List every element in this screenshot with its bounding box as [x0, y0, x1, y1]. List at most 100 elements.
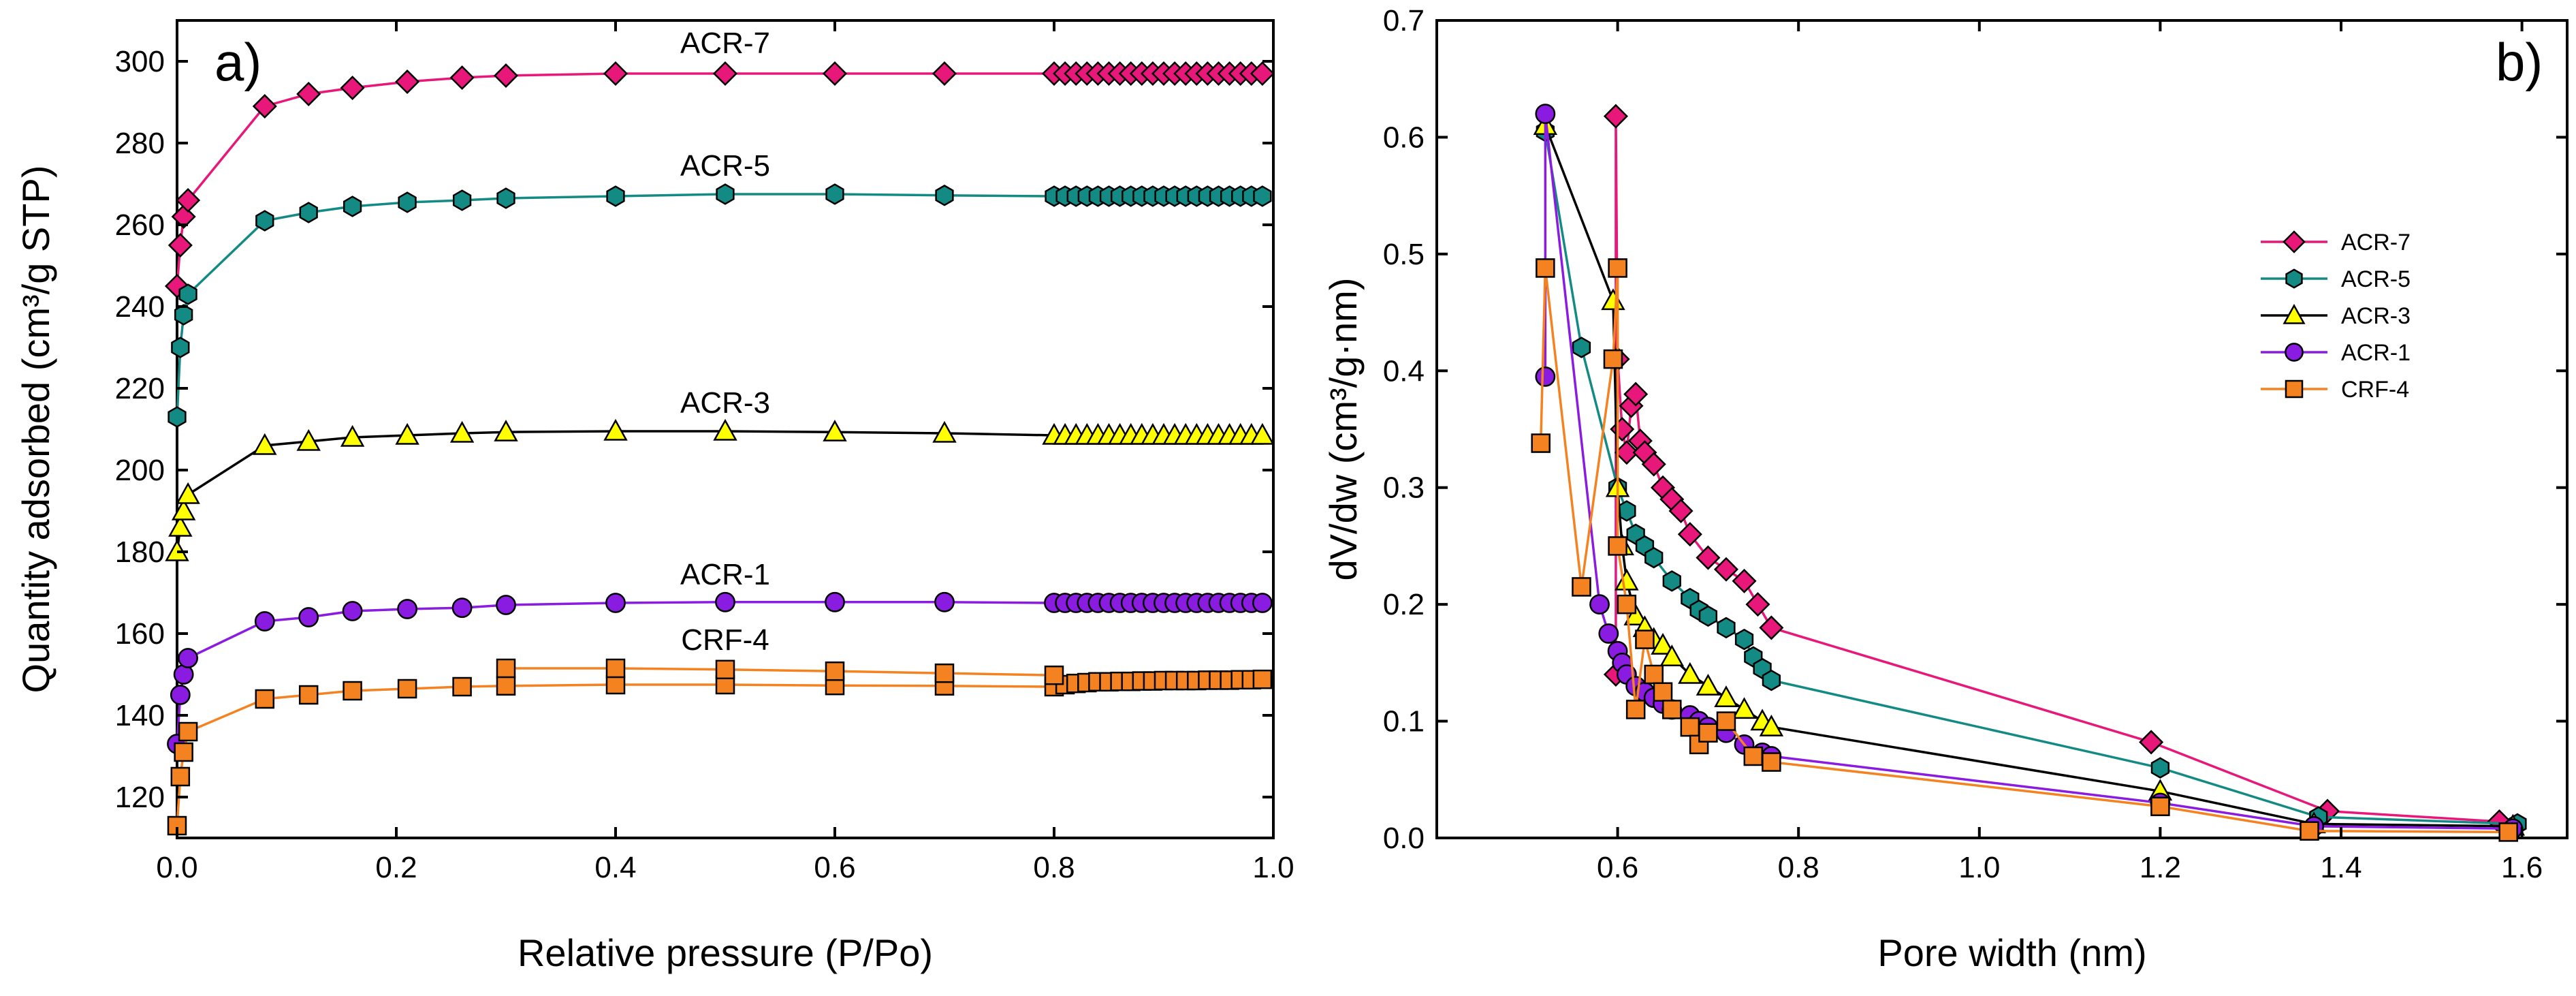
- data-point: [2498, 822, 2518, 842]
- data-point: [1252, 669, 1273, 689]
- data-point: [1598, 623, 1619, 644]
- data-point: [178, 721, 198, 742]
- data-point: [932, 61, 957, 87]
- x-tick-label: 0.8: [1778, 851, 1819, 884]
- series-acr-7: ACR-7: [164, 27, 1275, 299]
- data-point: [1653, 682, 1673, 702]
- x-tick-label: 0.0: [156, 851, 197, 884]
- panel-a-ylabel: Quantity adsorbed (cm³/g STP): [14, 166, 57, 694]
- data-point: [605, 674, 626, 695]
- data-point: [934, 663, 955, 683]
- y-tick-label: 160: [115, 617, 165, 651]
- data-point: [1668, 498, 1694, 524]
- data-point: [1601, 288, 1625, 311]
- data-point: [1603, 104, 1628, 129]
- x-tick-label: 0.2: [375, 851, 417, 884]
- data-point: [715, 591, 735, 612]
- x-tick-label: 1.0: [1958, 851, 2000, 884]
- series-line: [176, 678, 1262, 826]
- y-tick-label: 0.6: [1383, 121, 1425, 154]
- series-label: ACR-1: [680, 558, 770, 591]
- series-crf-4: [1531, 258, 2518, 842]
- data-point: [174, 742, 193, 762]
- series-acr-5: ACR-5: [168, 149, 1272, 428]
- data-point: [1677, 522, 1702, 547]
- data-point: [255, 210, 274, 232]
- data-point: [603, 61, 629, 87]
- data-point: [1535, 366, 1556, 387]
- data-point: [452, 676, 472, 697]
- y-tick-label: 200: [115, 454, 165, 487]
- data-point: [255, 689, 275, 709]
- data-point: [1696, 673, 1721, 696]
- data-point: [1536, 258, 1555, 278]
- data-point: [1635, 629, 1655, 649]
- data-point: [170, 766, 191, 787]
- data-point: [1615, 568, 1639, 591]
- data-point: [603, 418, 628, 441]
- data-point: [2150, 796, 2170, 816]
- data-point: [825, 591, 845, 612]
- data-point: [452, 189, 472, 211]
- data-point: [712, 61, 738, 87]
- data-point: [1608, 536, 1627, 556]
- data-point: [253, 433, 277, 455]
- panel-b-frame: [1435, 19, 2569, 839]
- y-tick-label: 0.7: [1383, 4, 1425, 37]
- legend-entry: ACR-5: [2341, 266, 2411, 292]
- y-tick-label: 280: [115, 127, 165, 160]
- data-point: [1732, 697, 1757, 719]
- data-point: [340, 75, 365, 101]
- data-point: [1572, 577, 1591, 597]
- series-label: ACR-5: [680, 149, 770, 183]
- data-point: [1680, 717, 1700, 737]
- data-point: [1714, 685, 1738, 708]
- data-point: [1614, 440, 1639, 465]
- y-tick-label: 120: [115, 781, 165, 814]
- data-point: [1572, 337, 1591, 358]
- data-point: [1617, 594, 1637, 614]
- panel-b: 0.6 0.8 1.0 1.2 1.4 1.6 0.0 0.1 0.2 0.3 0.4 0.5 0.6 0…: [1322, 4, 2569, 974]
- data-point: [299, 202, 318, 223]
- data-point: [1696, 545, 1721, 570]
- legend-marker: [2285, 268, 2303, 289]
- data-point: [494, 420, 518, 441]
- data-point: [1759, 714, 1784, 736]
- data-point: [451, 597, 473, 619]
- panel-a-label: a): [214, 32, 261, 92]
- data-point: [1662, 570, 1681, 592]
- data-point: [1734, 628, 1754, 651]
- data-point: [2139, 730, 2164, 755]
- data-point: [178, 648, 199, 668]
- data-point: [1662, 700, 1682, 719]
- series-line: [176, 430, 1262, 553]
- y-tick-label: 140: [115, 699, 165, 732]
- x-tick-label: 0.8: [1033, 851, 1075, 884]
- x-tick-label: 0.6: [814, 851, 855, 884]
- data-point: [1743, 746, 1764, 766]
- data-point: [1044, 665, 1064, 685]
- data-point: [1623, 382, 1649, 407]
- x-tick-label: 0.6: [1597, 851, 1638, 884]
- data-point: [1698, 605, 1718, 627]
- y-tick-label: 0.4: [1383, 354, 1425, 388]
- data-point: [395, 422, 419, 445]
- data-point: [1253, 185, 1272, 207]
- data-point: [1717, 617, 1736, 639]
- data-point: [1252, 593, 1273, 613]
- data-point: [1535, 104, 1556, 125]
- data-point: [605, 593, 626, 613]
- panel-a-xlabel: Relative pressure (P/Po): [518, 931, 933, 974]
- data-point: [1250, 422, 1275, 445]
- series-crf-4-desorption: [496, 658, 1064, 685]
- data-point: [2150, 757, 2170, 779]
- data-point: [1745, 592, 1770, 617]
- series-label: ACR-3: [680, 386, 770, 420]
- data-point: [1250, 61, 1275, 87]
- legend-marker: [2285, 379, 2304, 399]
- y-tick-label: 240: [115, 290, 165, 324]
- data-point: [1716, 711, 1736, 731]
- y-tick-label: 0.3: [1383, 471, 1425, 505]
- series-acr-3: ACR-3: [165, 386, 1275, 561]
- data-point: [449, 420, 475, 443]
